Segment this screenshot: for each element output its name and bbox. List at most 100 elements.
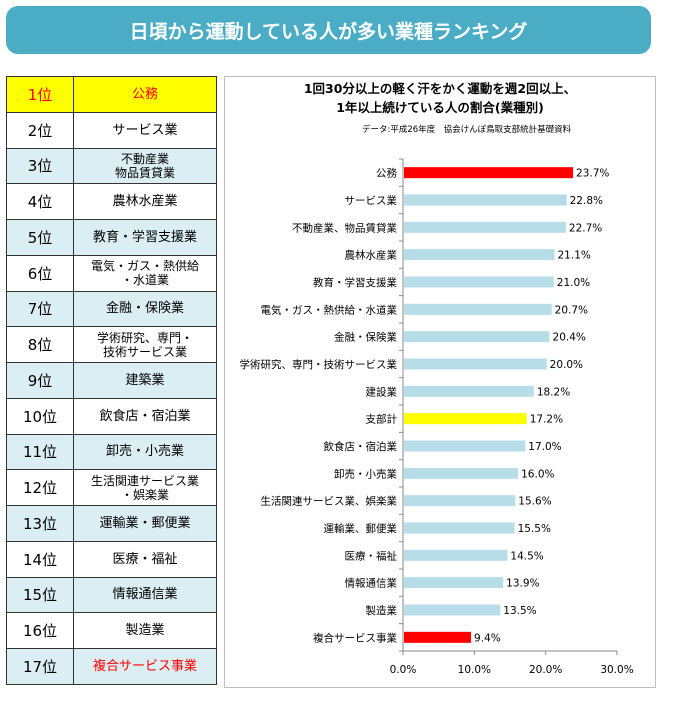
industry-name-line: 公務 (131, 86, 158, 102)
ranking-row: 10位 飲食店・宿泊業 (6, 397, 217, 435)
industry-name: 公務 (73, 76, 217, 113)
category-label: 複合サービス事業 (313, 631, 397, 644)
bar (404, 331, 550, 343)
rank-number: 7位 (6, 290, 74, 328)
industry-name-line: 医療・福祉 (112, 551, 178, 567)
ranking-row: 7位 金融・保険業 (6, 290, 217, 328)
industry-name: 運輸業・郵便業 (73, 505, 217, 542)
industry-name-line: 飲食店・宿泊業 (99, 408, 191, 424)
value-label: 14.5% (510, 550, 543, 562)
industry-name-line: 金融・保険業 (105, 301, 184, 317)
category-label: 学術研究、専門・技術サービス業 (240, 358, 398, 371)
category-label: 製造業 (366, 604, 398, 617)
value-label: 15.6% (518, 496, 551, 508)
industry-name-line: 生活関連サービス業 (90, 473, 199, 488)
rank-number: 8位 (6, 326, 74, 363)
value-label: 21.0% (557, 277, 590, 289)
chart-title-line-2: 1年以上続けている人の割合(業種別) (336, 100, 544, 115)
x-tick-label: 10.0% (458, 664, 491, 676)
industry-name-line: 運輸業・郵便業 (99, 515, 191, 531)
rank-number: 2位 (6, 111, 74, 149)
industry-name: 電気・ガス・熱供給 ・水道業 (73, 254, 217, 292)
rank-number: 14位 (6, 540, 74, 578)
category-label: 建設業 (366, 385, 398, 398)
rank-number: 11位 (6, 433, 74, 471)
bar (404, 276, 554, 288)
ranking-row: 1位 公務 (6, 76, 217, 113)
industry-name-line: サービス業 (112, 122, 178, 138)
chart-title: 1回30分以上の軽く汗をかく運動を週2回以上、 1年以上続けている人の割合(業種… (225, 77, 655, 117)
bar (404, 221, 566, 233)
industry-name: 情報通信業 (73, 576, 217, 614)
value-label: 16.0% (521, 468, 554, 480)
rank-number: 15位 (6, 576, 74, 614)
industry-name: 飲食店・宿泊業 (73, 397, 217, 435)
value-label: 18.2% (537, 386, 570, 398)
ranking-row: 17位 複合サービス事業 (6, 648, 217, 685)
bar (404, 303, 552, 315)
industry-name-line: 農林水産業 (112, 194, 178, 210)
industry-name-line: 学術研究、専門・ (96, 330, 193, 345)
category-label: 卸売・小売業 (334, 467, 397, 480)
bar (404, 440, 526, 452)
value-label: 21.1% (558, 250, 591, 262)
industry-name: 生活関連サービス業 ・娯楽業 (73, 469, 217, 506)
value-label: 17.0% (528, 441, 561, 453)
bar (404, 249, 555, 261)
bar (404, 167, 574, 179)
chart-panel: 1回30分以上の軽く汗をかく運動を週2回以上、 1年以上続けている人の割合(業種… (224, 76, 656, 688)
category-label: 教育・学習支援業 (313, 276, 397, 289)
value-label: 22.8% (570, 195, 603, 207)
industry-name-line: 電気・ガス・熱供給 (90, 259, 199, 274)
industry-name-line: 複合サービス事業 (92, 658, 197, 674)
category-label: 農林水産業 (345, 249, 398, 262)
ranking-row: 9位 建築業 (6, 362, 217, 399)
x-tick-label: 0.0% (390, 664, 417, 676)
rank-number: 9位 (6, 362, 74, 399)
rank-number: 16位 (6, 612, 74, 649)
industry-name: 製造業 (73, 612, 217, 649)
bar (404, 385, 534, 397)
rank-number: 12位 (6, 469, 74, 506)
value-label: 13.9% (506, 578, 539, 590)
industry-name: サービス業 (73, 111, 217, 149)
ranking-row: 6位 電気・ガス・熱供給 ・水道業 (6, 254, 217, 292)
rank-number: 17位 (6, 648, 74, 685)
rank-number: 13位 (6, 505, 74, 542)
bar (404, 495, 516, 507)
ranking-row: 14位 医療・福祉 (6, 540, 217, 578)
category-label: 情報通信業 (345, 577, 398, 590)
industry-name-line: 物品賃貸業 (114, 165, 175, 180)
x-tick-label: 30.0% (600, 664, 633, 676)
category-label: 飲食店・宿泊業 (324, 440, 398, 453)
title-banner: 日頃から運動している人が多い業種ランキング (6, 6, 651, 54)
rank-number: 5位 (6, 219, 74, 256)
value-label: 20.4% (553, 332, 586, 344)
bar-chart: 公務 23.7% サービス業 22.8% 不動産業、物品賃貸業 22.7% 農林水産業 21.… (240, 158, 634, 676)
industry-name: 不動産業 物品賃貸業 (73, 147, 217, 185)
ranking-row: 4位 農林水産業 (6, 183, 217, 220)
industry-name: 複合サービス事業 (73, 648, 217, 685)
value-label: 17.2% (530, 414, 563, 426)
ranking-row: 5位 教育・学習支援業 (6, 219, 217, 256)
value-label: 20.0% (550, 359, 583, 371)
ranking-table: 1位 公務 2位 サービス業 3位 不動産業 物品賃貸業 4位 農林水産業 5位 教育・学習支援業 6… (6, 76, 217, 685)
category-label: 医療・福祉 (345, 549, 398, 562)
banner-title: 日頃から運動している人が多い業種ランキング (129, 20, 528, 43)
category-label: 金融・保険業 (334, 331, 397, 344)
bar (404, 467, 519, 479)
value-label: 23.7% (576, 168, 609, 180)
bar (404, 577, 504, 589)
industry-name-line: 不動産業 (120, 151, 169, 166)
industry-name-line: 教育・学習支援業 (92, 229, 197, 245)
industry-name-line: 建築業 (125, 372, 165, 388)
chart-title-line-1: 1回30分以上の軽く汗をかく運動を週2回以上、 (303, 81, 577, 96)
rank-number: 1位 (6, 76, 74, 113)
x-tick-label: 20.0% (529, 664, 562, 676)
industry-name-line: 技術サービス業 (102, 344, 187, 359)
industry-name-line: ・娯楽業 (120, 487, 169, 502)
industry-name: 金融・保険業 (73, 290, 217, 328)
bar (404, 413, 527, 425)
bar (404, 194, 567, 206)
category-label: 支部計 (366, 413, 398, 426)
